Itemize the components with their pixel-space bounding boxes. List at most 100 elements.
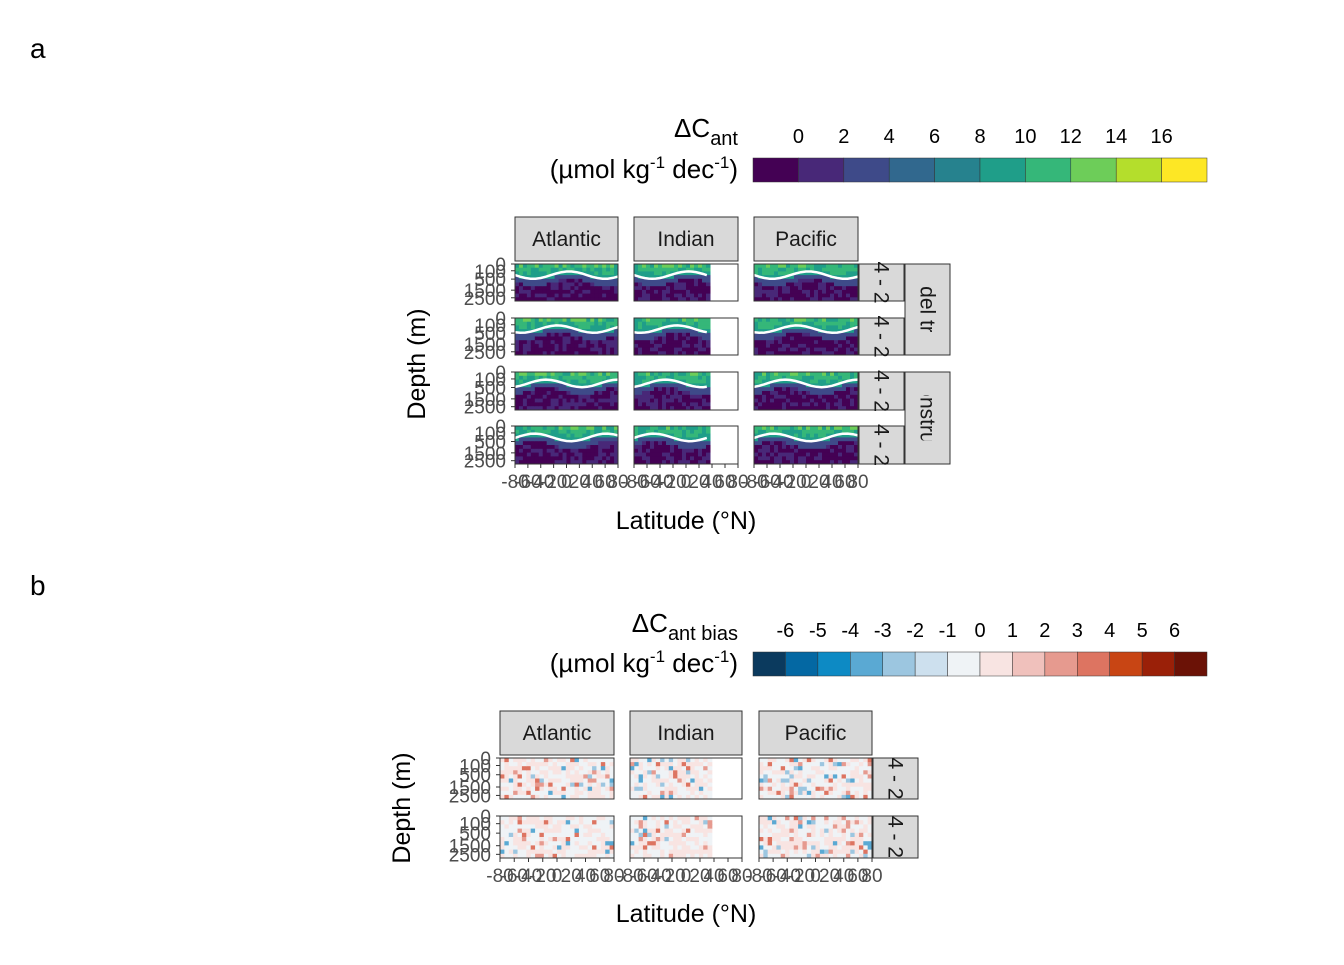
field-cell bbox=[810, 406, 815, 411]
field-cell bbox=[500, 837, 505, 842]
field-cell bbox=[542, 271, 548, 276]
field-cell bbox=[786, 372, 791, 377]
field-cell bbox=[686, 379, 691, 384]
y-tick-label: 100 bbox=[474, 316, 506, 337]
field-cell bbox=[694, 774, 700, 779]
field-cell bbox=[754, 429, 759, 435]
field-cell bbox=[650, 267, 655, 272]
field-cell bbox=[854, 445, 859, 450]
field-cell bbox=[638, 849, 644, 855]
field-cell bbox=[583, 786, 589, 792]
field-cell bbox=[596, 832, 602, 838]
field-cell bbox=[500, 853, 505, 859]
field-cell bbox=[798, 790, 803, 796]
field-cell bbox=[634, 824, 640, 830]
field-cell bbox=[690, 774, 696, 779]
field-cell bbox=[698, 853, 704, 859]
field-cell bbox=[794, 321, 799, 326]
field-cell bbox=[554, 329, 560, 334]
field-cell bbox=[638, 452, 643, 457]
field-cell bbox=[550, 441, 556, 446]
x-tick-label: 80 bbox=[727, 472, 748, 493]
field-cell bbox=[802, 448, 807, 454]
field-cell bbox=[582, 321, 587, 326]
field-cell bbox=[662, 456, 667, 461]
field-cell bbox=[600, 828, 606, 834]
field-cell bbox=[670, 347, 675, 352]
field-cell bbox=[686, 853, 691, 859]
field-cell bbox=[542, 318, 548, 323]
field-cell bbox=[678, 347, 683, 352]
field-cell bbox=[789, 832, 795, 838]
field-cell bbox=[565, 774, 571, 779]
field-cell bbox=[682, 332, 687, 337]
field-cell bbox=[673, 770, 678, 775]
field-cell bbox=[758, 394, 763, 400]
field-cell bbox=[646, 379, 651, 384]
field-cell bbox=[793, 786, 799, 792]
field-cell bbox=[782, 343, 787, 349]
field-cell bbox=[754, 297, 759, 302]
field-cell bbox=[822, 347, 827, 352]
field-cell bbox=[706, 379, 711, 384]
field-cell bbox=[664, 770, 670, 775]
field-cell bbox=[841, 824, 847, 830]
field-cell bbox=[642, 278, 647, 283]
field-cell bbox=[609, 820, 615, 825]
field-cell bbox=[770, 406, 775, 411]
field-cell bbox=[763, 774, 769, 779]
field-cell bbox=[822, 321, 827, 326]
field-cell bbox=[690, 448, 695, 454]
field-cell bbox=[530, 271, 536, 276]
field-cell bbox=[806, 762, 812, 767]
field-cell bbox=[655, 782, 661, 788]
field-cell bbox=[515, 264, 520, 269]
facet-strip-label: Atlantic bbox=[523, 722, 592, 745]
field-cell bbox=[850, 379, 855, 384]
field-cell bbox=[670, 340, 675, 345]
field-cell bbox=[822, 433, 827, 438]
field-cell bbox=[832, 762, 838, 767]
field-cell bbox=[515, 282, 520, 287]
field-cell bbox=[702, 325, 707, 330]
field-cell bbox=[673, 782, 678, 788]
field-cell bbox=[798, 828, 803, 834]
field-cell bbox=[703, 832, 709, 838]
field-cell bbox=[854, 841, 860, 846]
field-cell bbox=[854, 460, 859, 465]
field-cell bbox=[786, 286, 791, 291]
field-cell bbox=[754, 398, 759, 403]
field-cell bbox=[674, 387, 679, 392]
field-cell bbox=[570, 321, 575, 326]
field-cell bbox=[690, 460, 695, 465]
field-cell bbox=[583, 828, 589, 834]
field-cell bbox=[562, 332, 567, 337]
field-cell bbox=[526, 441, 532, 446]
x-tick-label: -40 bbox=[646, 472, 673, 493]
field-cell bbox=[654, 394, 659, 400]
field-cell bbox=[526, 460, 532, 465]
field-cell bbox=[574, 794, 580, 800]
field-cell bbox=[642, 456, 647, 461]
field-cell bbox=[638, 391, 643, 396]
field-cell bbox=[666, 282, 671, 287]
field-cell bbox=[754, 387, 759, 392]
field-cell bbox=[513, 837, 519, 842]
y-tick-label: 2500 bbox=[464, 343, 506, 364]
field-cell bbox=[658, 398, 663, 403]
field-cell bbox=[798, 841, 803, 846]
field-cell bbox=[590, 372, 595, 377]
field-cell bbox=[670, 460, 675, 465]
row-strip bbox=[872, 757, 919, 800]
field-cell bbox=[754, 441, 759, 446]
field-cell bbox=[780, 790, 786, 796]
field-cell bbox=[562, 351, 567, 356]
field-cell bbox=[830, 340, 835, 345]
field-cell bbox=[772, 758, 777, 763]
field-cell bbox=[694, 820, 700, 825]
field-cell bbox=[530, 445, 536, 450]
field-cell bbox=[518, 460, 524, 465]
legend-title-main: ΔC bbox=[674, 113, 710, 143]
field-cell bbox=[668, 790, 674, 796]
field-cell bbox=[814, 340, 819, 345]
